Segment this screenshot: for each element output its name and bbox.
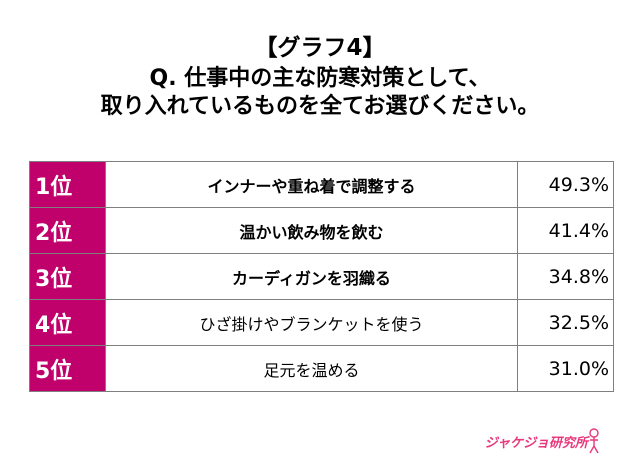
rank-label: 4位 — [29, 299, 106, 346]
item-percentage: 34.8% — [517, 253, 614, 300]
rank-label: 5位 — [29, 345, 106, 392]
item-label: カーディガンを羽織る — [105, 253, 518, 300]
rank-label: 1位 — [29, 161, 106, 208]
item-percentage: 41.4% — [517, 207, 614, 254]
title-line-3: 取り入れているものを全てお選びください。 — [100, 94, 540, 119]
item-label: ひざ掛けやブランケットを使う — [105, 299, 518, 346]
item-label: 温かい飲み物を飲む — [105, 207, 518, 254]
brand-logo-text: ジャケジョ研究所 — [484, 435, 588, 451]
item-percentage: 31.0% — [517, 345, 614, 392]
ranking-table: 1位 インナーや重ね着で調整する 49.3% 2位 温かい飲み物を飲む 41.4% 3位 カー… — [29, 161, 614, 392]
table-row: 2位 温かい飲み物を飲む 41.4% — [29, 207, 614, 254]
table-row: 4位 ひざ掛けやブランケットを使う 32.5% — [29, 299, 614, 346]
title-line-2: Q. 仕事中の主な防寒対策として、 — [149, 66, 491, 91]
rank-label: 3位 — [29, 253, 106, 300]
figure-icon — [589, 428, 599, 454]
table-row: 5位 足元を温める 31.0% — [29, 345, 614, 392]
item-label: インナーや重ね着で調整する — [105, 161, 518, 208]
item-label: 足元を温める — [105, 345, 518, 392]
table-row: 3位 カーディガンを羽織る 34.8% — [29, 253, 614, 300]
ranking-table-body: 1位 インナーや重ね着で調整する 49.3% 2位 温かい飲み物を飲む 41.4% 3位 カー… — [29, 161, 614, 392]
title-line-1: 【グラフ4】 — [254, 35, 386, 61]
brand-logo: ジャケジョ研究所 — [485, 428, 602, 454]
chart-title: 【グラフ4】 Q. 仕事中の主な防寒対策として、 取り入れているものを全てお選び… — [0, 34, 640, 120]
item-percentage: 49.3% — [517, 161, 614, 208]
table-row: 1位 インナーや重ね着で調整する 49.3% — [29, 161, 614, 208]
item-percentage: 32.5% — [517, 299, 614, 346]
rank-label: 2位 — [29, 207, 106, 254]
